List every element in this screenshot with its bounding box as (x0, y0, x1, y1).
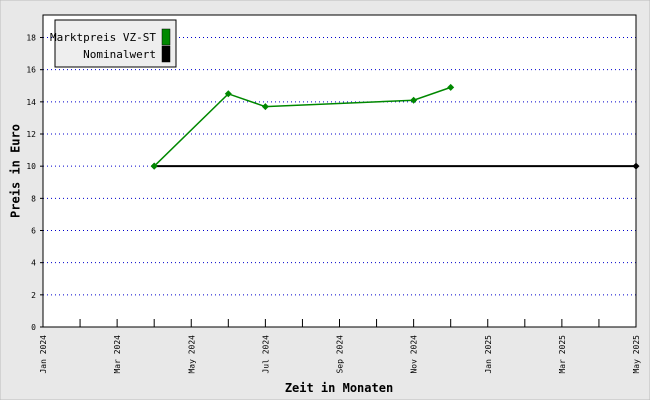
y-tick-label: 0 (31, 323, 36, 332)
x-tick-label: Nov 2024 (410, 335, 419, 374)
legend-swatch (161, 45, 171, 63)
y-tick-label: 10 (26, 162, 36, 171)
y-tick-label: 12 (26, 130, 36, 139)
legend-label: Marktpreis VZ-ST (50, 31, 156, 44)
data-point (150, 162, 158, 170)
data-point (410, 96, 418, 104)
x-axis-title: Zeit in Monaten (285, 381, 393, 395)
x-tick-label: Jan 2024 (39, 335, 48, 374)
x-tick-label: Mar 2025 (558, 335, 567, 374)
legend-swatch (161, 28, 171, 46)
legend: Marktpreis VZ-ST Nominalwert (50, 19, 177, 68)
x-tick-label: May 2024 (187, 335, 196, 374)
y-tick-label: 2 (31, 291, 36, 300)
data-point (261, 103, 269, 111)
y-tick-label: 4 (31, 259, 36, 268)
plot-frame (42, 14, 637, 328)
x-tick-label: Sep 2024 (336, 335, 345, 374)
y-tick-label: 6 (31, 227, 36, 236)
x-tick-label: Mar 2024 (113, 335, 122, 374)
y-tick-label: 8 (31, 194, 36, 203)
y-tick-label: 16 (26, 66, 36, 75)
legend-label: Nominalwert (83, 48, 156, 61)
x-tick-label: Jul 2024 (261, 335, 270, 374)
y-tick-label: 18 (26, 34, 36, 43)
data-point (447, 83, 455, 91)
data-point (224, 90, 232, 98)
y-axis-title: Preis in Euro (9, 124, 23, 218)
x-tick-label: Jan 2025 (484, 335, 493, 374)
data-point (632, 162, 640, 170)
x-tick-label: May 2025 (632, 335, 641, 374)
legend-box (54, 19, 177, 68)
y-tick-label: 14 (26, 98, 36, 107)
